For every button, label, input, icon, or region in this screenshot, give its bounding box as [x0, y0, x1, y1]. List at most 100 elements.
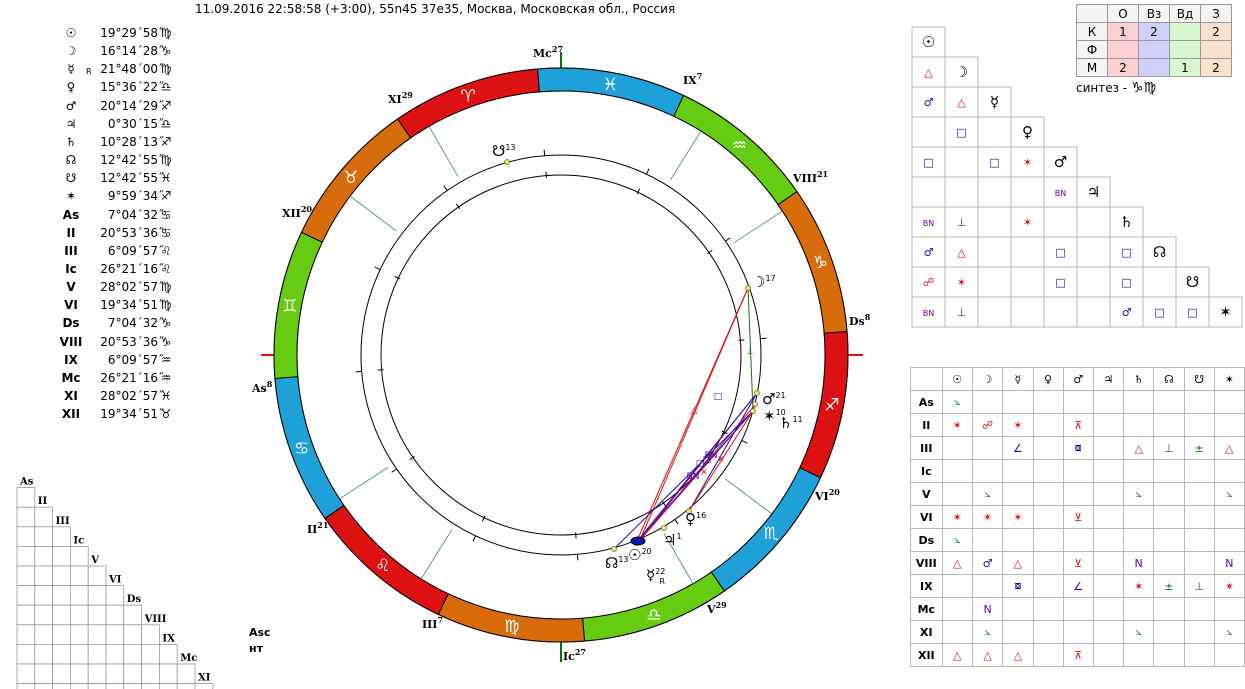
house-grid-cell — [52, 683, 71, 689]
aspect-grid-cell — [911, 206, 946, 238]
aspect-grid-diagonal-cell — [977, 86, 1012, 118]
cusp-table-cell — [1183, 482, 1215, 506]
aspect-grid-cell — [977, 176, 1012, 208]
aspect-grid-body: ✶ — [1219, 303, 1232, 321]
cusp-table-cell — [971, 574, 1004, 598]
cusp-table-cell — [1183, 551, 1215, 575]
cusp-table-cell: N — [1213, 551, 1245, 575]
aspect-grid-symbol: ✶ — [1023, 156, 1032, 169]
cusp-table-cell: ⊼ — [1062, 643, 1094, 667]
zodiac-sign-glyph: ♋ — [294, 439, 309, 459]
house-cusp-name: VIII — [792, 172, 817, 185]
planet-sign: ♋ — [160, 225, 172, 240]
planet-sign: ♍ — [160, 298, 172, 313]
cusp-table-cell: ⦣ — [1123, 482, 1155, 506]
cusp-table-header: ☋ — [1183, 367, 1215, 391]
cusp-table-cell — [1092, 436, 1125, 460]
aspect-mark: ⊥ — [746, 347, 754, 357]
cusp-table-cell — [1183, 459, 1215, 483]
aspect-line — [613, 410, 754, 550]
house-grid-cell — [194, 683, 214, 689]
mode-table-header: О — [1107, 4, 1139, 23]
degree-tick — [394, 275, 401, 280]
zodiac-sign-glyph: ♊ — [282, 297, 297, 317]
cusp-table-header: ☿ — [1002, 367, 1034, 391]
cusp-table-cell — [1092, 597, 1125, 621]
cusp-table-cell — [941, 482, 973, 506]
aspect-grid-symbol: □ — [1121, 246, 1131, 259]
cusp-table-cell: ✶ — [1213, 574, 1245, 598]
planet-glyph: ♂ — [65, 98, 77, 113]
cusp-table-row-label: As — [910, 390, 943, 414]
cusp-table-header: ♂ — [1062, 367, 1094, 391]
degree-tick — [472, 535, 476, 542]
aspect-mark: □ — [696, 459, 705, 469]
aspect-grid-symbol: □ — [956, 126, 966, 139]
degree-tick — [636, 188, 641, 195]
synthesis-label: синтез - — [1076, 81, 1128, 95]
degree-tick — [661, 501, 667, 507]
mode-table-cell — [1169, 40, 1201, 59]
planet-degree: 19°34´51˝ — [100, 407, 164, 422]
cusp-table-cell — [1002, 482, 1034, 506]
cusp-table-cell: ⊼ — [1062, 413, 1094, 437]
cusp-table-cell — [1153, 390, 1185, 414]
aspect-grid-cell — [1010, 176, 1045, 208]
wheel-planet-degree: 10 — [776, 408, 786, 417]
cusp-table-cell: ✶ — [971, 505, 1004, 529]
aspect-grid-cell — [911, 296, 946, 328]
degree-tick — [646, 168, 650, 175]
house-cusp-line — [428, 126, 459, 177]
wheel-planet-retro: R — [659, 577, 665, 586]
cusp-table-cell: ⦣ — [941, 528, 973, 552]
aspect-line — [688, 392, 758, 512]
cusp-table-row-label: VIII — [910, 551, 943, 575]
wheel-planet-glyph: ✶ — [763, 407, 776, 425]
cusp-table-cell: ± — [1153, 574, 1185, 598]
house-cusp-line — [733, 210, 783, 244]
planet-glyph: VIII — [59, 334, 83, 349]
planet-glyph: Mc — [61, 370, 81, 385]
cusp-table-cell: ⦣ — [971, 482, 1004, 506]
cusp-table-header: ♃ — [1092, 367, 1125, 391]
cusp-table-cell — [1213, 597, 1245, 621]
mode-table-cell: 1 — [1169, 58, 1201, 77]
cusp-table-cell — [1032, 551, 1064, 575]
house-cusp-name: XII — [282, 207, 301, 220]
wheel-planet-label: ☉20 — [628, 546, 652, 564]
cusp-table-cell — [1092, 574, 1125, 598]
aspect-grid-cell — [1109, 266, 1144, 298]
planet-degree: 16°14´28˝ — [100, 44, 164, 59]
cusp-table-cell — [1213, 643, 1245, 667]
house-cusp-name: III — [422, 618, 437, 631]
planet-glyph: III — [64, 243, 78, 258]
aspect-inner-circle — [380, 174, 742, 536]
cusp-table-cell — [1123, 390, 1155, 414]
cusp-table-row-label: III — [910, 436, 943, 460]
cusp-table-cell — [1002, 459, 1034, 483]
planet-sign: ♒ — [160, 370, 172, 385]
house-cusp-degree: 7 — [437, 615, 443, 625]
cusp-table-cell — [1032, 413, 1064, 437]
cusp-table-cell — [971, 459, 1004, 483]
aspect-grid-symbol: ♂ — [924, 96, 934, 109]
aspect-line — [747, 287, 754, 412]
planet-degree: 12°42´55˝ — [100, 171, 164, 186]
cusp-table-cell — [1032, 459, 1064, 483]
house-cusp-line — [669, 130, 702, 181]
cusp-table-cell — [1213, 390, 1245, 414]
planet-sign: ♒ — [160, 352, 172, 367]
zodiac-sign-glyph: ♉ — [343, 168, 358, 188]
cusp-table-cell — [971, 528, 1004, 552]
planet-glyph: VI — [64, 298, 78, 313]
cusp-table-cell — [1213, 413, 1245, 437]
zodiac-sign-glyph: ♐ — [824, 395, 839, 415]
aspect-grid-cell — [1010, 296, 1045, 328]
house-cusp-label: As8 — [251, 379, 273, 395]
planet-degree: 9°59´34˝ — [107, 189, 164, 204]
chart-header: 11.09.2016 22:58:58 (+3:00), 55n45 37e35… — [195, 2, 676, 16]
house-cusp-degree: 29 — [402, 90, 414, 100]
cusp-table-row-label: Ic — [910, 459, 943, 483]
synthesis-signs: ♑♍ — [1130, 80, 1157, 96]
planet-glyph: ♄ — [65, 134, 77, 149]
